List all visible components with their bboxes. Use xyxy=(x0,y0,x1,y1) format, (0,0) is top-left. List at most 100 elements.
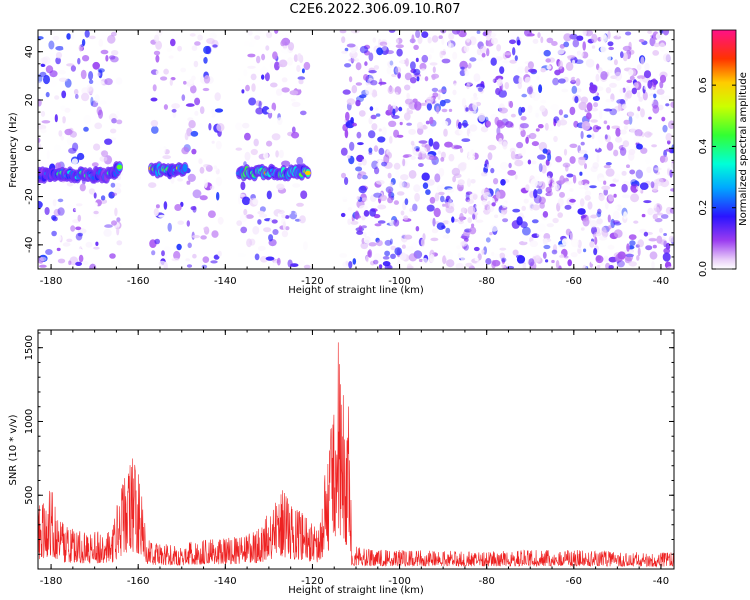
spectrogram-noise-cell xyxy=(483,192,492,200)
spectrogram-noise-cell xyxy=(281,47,291,54)
spectrogram-noise-cell xyxy=(414,192,420,202)
spectrogram-noise-cell xyxy=(191,45,198,51)
spectrogram-noise-cell xyxy=(614,205,619,210)
spectrogram-noise-cell xyxy=(194,97,201,106)
spectrogram-noise-cell xyxy=(603,108,613,112)
spectrogram-noise-cell xyxy=(605,87,612,94)
spectrogram-noise-cell xyxy=(98,109,103,119)
spectrogram-noise-cell xyxy=(514,198,520,205)
spectrogram-noise-cell xyxy=(235,122,243,131)
spectrogram-noise-cell xyxy=(608,256,618,263)
spectrogram-noise-cell xyxy=(671,144,674,154)
spectrogram-noise-cell xyxy=(598,262,604,267)
spectrogram-noise-cell xyxy=(589,220,598,228)
spectrogram-noise-cell xyxy=(444,141,453,148)
spectrogram-noise-cell xyxy=(621,170,627,176)
spectrogram-noise-cell xyxy=(362,65,371,71)
spectrogram-noise-cell xyxy=(113,182,122,189)
spectrogram-noise-cell xyxy=(411,34,415,44)
x-tick-label: -160 xyxy=(127,576,150,587)
spectrogram-noise-cell xyxy=(465,197,471,203)
spectrogram-noise-cell xyxy=(652,213,658,220)
spectrogram-noise-cell xyxy=(86,84,93,92)
spectrogram-noise-cell xyxy=(645,156,651,164)
spectrogram-noise-cell xyxy=(364,61,368,67)
spectrogram-noise-cell xyxy=(448,153,455,162)
spectrogram-noise-cell xyxy=(82,55,90,62)
spectrogram-noise-cell xyxy=(256,55,261,64)
spectrogram-noise-cell xyxy=(168,55,174,59)
spectrogram-noise-cell xyxy=(577,50,584,59)
spectrogram-noise-cell xyxy=(66,33,71,40)
spectrogram-noise-cell xyxy=(665,103,670,107)
spectrogram-noise-cell xyxy=(252,226,260,235)
spectrogram-noise-cell xyxy=(596,154,600,163)
y-tick-label: 1000 xyxy=(24,409,35,434)
spectrogram-noise-cell xyxy=(250,148,258,156)
spectrogram-noise-cell xyxy=(111,50,119,56)
spectrogram-noise-cell xyxy=(538,163,543,173)
spectrogram-noise-cell xyxy=(199,106,205,114)
spectrogram-noise-cell xyxy=(589,185,597,189)
spectrogram-noise-cell xyxy=(578,149,588,154)
spectrogram-noise-cell xyxy=(442,234,450,239)
spectrogram-noise-cell xyxy=(626,164,630,168)
spectrogram-noise-cell xyxy=(339,253,348,258)
spectrogram-noise-cell xyxy=(437,93,441,100)
spectrogram-noise-cell xyxy=(446,188,455,193)
spectrogram-noise-cell xyxy=(441,183,445,190)
spectrogram-noise-cell xyxy=(584,183,589,191)
spectrogram-noise-cell xyxy=(570,238,580,248)
spectrogram-noise-cell xyxy=(355,82,363,86)
snr-panel: -180 -160 -140 -120 -100 -80 -60 -40 500 1000 1500… xyxy=(8,329,675,596)
spectrogram-noise-cell xyxy=(569,143,578,148)
spectrogram-noise-cell xyxy=(603,255,609,263)
spectrogram-noise-cell xyxy=(466,38,470,43)
spectrogram-noise-cell xyxy=(374,167,380,175)
spectrogram-noise-cell xyxy=(440,151,446,159)
spectrogram-noise-cell xyxy=(414,101,422,111)
spectrogram-noise-cell xyxy=(455,263,464,269)
spectrogram-noise-cell xyxy=(596,218,603,225)
spectrogram-noise-cell xyxy=(619,147,627,156)
spectrogram-noise-cell xyxy=(460,66,465,71)
spectrogram-noise-cell xyxy=(341,36,346,44)
spectrogram-noise-cell xyxy=(88,79,94,85)
spectrogram-noise-cell xyxy=(495,87,501,96)
y-tick-label: 500 xyxy=(24,486,35,505)
spectrogram-noise-cell xyxy=(546,65,552,70)
spectrogram-noise-cell xyxy=(341,172,346,179)
spectrogram-noise-cell xyxy=(537,124,544,129)
spectrogram-noise-cell xyxy=(363,74,369,81)
spectrogram-noise-cell xyxy=(197,34,203,41)
spectrogram-noise-cell xyxy=(586,134,592,138)
spectrogram-noise-cell xyxy=(394,86,402,95)
spectrogram-noise-cell xyxy=(194,41,201,46)
spectrogram-noise-cell xyxy=(496,44,501,52)
spectrogram-noise-cell xyxy=(55,57,61,65)
spectrogram-noise-cell xyxy=(623,211,628,220)
spectrogram-noise-cell xyxy=(570,76,576,83)
spectrogram-noise-cell xyxy=(76,152,85,161)
spectrogram-noise-cell xyxy=(476,48,482,56)
spectrogram-noise-cell xyxy=(375,179,385,185)
spectrogram-noise-cell xyxy=(180,67,187,73)
spectrogram-noise-cell xyxy=(477,253,482,261)
spectrogram-noise-cell xyxy=(384,250,390,257)
spectrogram-noise-cell xyxy=(587,201,593,210)
spectrogram-noise-cell xyxy=(400,174,409,181)
spectrogram-noise-cell xyxy=(370,114,377,120)
spectrogram-noise-cell xyxy=(546,175,551,185)
spectrogram-noise-cell xyxy=(569,33,578,40)
spectrogram-noise-cell xyxy=(480,126,489,133)
spectrogram-noise-cell xyxy=(381,43,387,52)
spectrogram-noise-cell xyxy=(281,87,290,93)
spectrogram-noise-cell xyxy=(93,210,99,215)
spectrogram-noise-cell xyxy=(421,31,429,38)
spectrogram-noise-cell xyxy=(537,154,546,160)
spectrogram-noise-cell xyxy=(429,253,435,263)
spectrogram-noise-cell xyxy=(355,99,361,107)
spectrogram-noise-cell xyxy=(628,69,634,76)
spectrogram-noise-cell xyxy=(394,91,399,100)
spectrogram-noise-cell xyxy=(282,221,286,231)
